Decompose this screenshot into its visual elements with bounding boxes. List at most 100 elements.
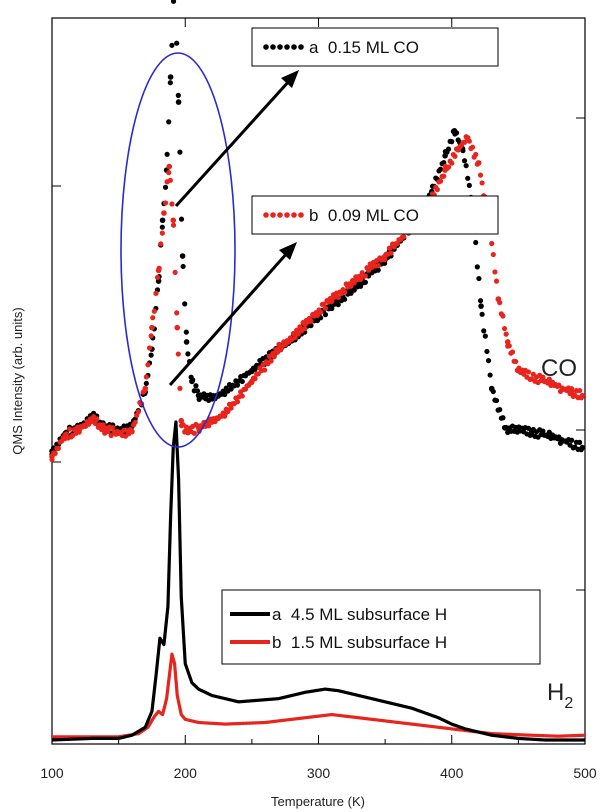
dot-co_a [473, 239, 479, 246]
dot-co_b [156, 265, 162, 271]
dot-co_a [169, 42, 175, 48]
dot-co_a [308, 322, 314, 329]
dot-co_a [490, 388, 496, 395]
dot-co_b [308, 318, 314, 324]
dot-co_a [194, 388, 201, 394]
peak-highlight-ellipse [120, 52, 236, 448]
dot-co_b [351, 280, 357, 286]
dot-co_b [501, 325, 508, 332]
dot-co_b [174, 310, 180, 316]
dot-co_b [166, 170, 172, 176]
dot-co_b [255, 371, 261, 377]
dot-co_b [239, 393, 245, 399]
dot-co_b [105, 428, 111, 434]
point-co_b [166, 163, 173, 170]
dot-co_a [375, 267, 381, 273]
dot-co_a [578, 447, 584, 453]
dot-co_a [185, 351, 191, 357]
h2-curve-label-main: H [547, 679, 564, 706]
dot-co_b [434, 186, 440, 193]
dot-co_a [193, 383, 199, 389]
dot-co_a [466, 182, 472, 189]
dot-co_b [167, 177, 173, 183]
dot-co_a [449, 139, 455, 145]
dot-co_b [262, 367, 268, 373]
arrow-to-legend-b [168, 242, 297, 386]
dot-co_a [234, 382, 241, 388]
dot-co_b [249, 379, 255, 385]
dot-co_a [476, 275, 482, 282]
dot-co_b [506, 343, 512, 349]
dot-co_b [500, 313, 506, 319]
dot-co_a [525, 425, 532, 431]
dot-co_b [493, 278, 500, 284]
dot-co_b [292, 335, 298, 341]
arrow-to-legend-a [174, 70, 299, 208]
dot-co_a [461, 158, 468, 164]
dot-co_a [477, 298, 484, 304]
dot-co_b [94, 416, 100, 422]
dot-co_b [477, 172, 484, 178]
dot-co_b [108, 432, 114, 439]
dot-co_a [577, 439, 583, 445]
dot-co_a [329, 305, 335, 312]
dot-co_b [191, 430, 197, 436]
dot-co_b [98, 426, 105, 433]
dot-co_b [577, 387, 583, 394]
dot-co_b [335, 294, 341, 301]
dot-co_a [485, 358, 492, 364]
dot-co_b [148, 333, 154, 339]
dot-co_a [484, 348, 490, 355]
dot-co_b [401, 234, 407, 240]
dot-co_a [348, 290, 354, 296]
dot-co_b [172, 269, 178, 275]
dot-co_a [453, 130, 460, 136]
dot-co_a [174, 40, 180, 46]
dot-co_b [546, 376, 552, 382]
dot-co_b [476, 160, 482, 166]
dot-co_b [525, 369, 532, 375]
dot-co_a [222, 391, 228, 398]
dot-co_b [322, 305, 329, 311]
dot-co_b [228, 405, 234, 411]
dot-co_b [55, 445, 62, 452]
dot-co_b [206, 423, 212, 429]
dot-co_b [143, 374, 149, 380]
x-tick-label: 500 [573, 765, 597, 781]
dot-co_b [158, 241, 164, 247]
dot-co_a [479, 311, 485, 317]
dot-co_b [375, 263, 381, 269]
dot-co_b [268, 358, 274, 364]
dot-co_a [159, 224, 165, 230]
dot-co_b [175, 351, 181, 357]
dot-co_b [461, 139, 468, 145]
dot-co_a [167, 80, 173, 86]
dot-co_b [295, 331, 301, 337]
dot-co_b [159, 230, 165, 236]
dot-co_a [465, 175, 471, 181]
dot-co_b [49, 457, 55, 463]
x-tick-label: 200 [174, 765, 198, 781]
point-co_b [178, 417, 185, 424]
x-tick-label: 100 [40, 765, 64, 781]
dot-co_b [161, 210, 167, 216]
x-tick-label: 400 [440, 765, 464, 781]
dot-co_b [445, 164, 452, 170]
dot-co_b [151, 308, 157, 314]
dot-co_b [271, 354, 277, 360]
dot-co_b [145, 362, 151, 368]
dot-co_b [169, 201, 175, 207]
point-co_a [183, 339, 190, 345]
point-co_a [175, 99, 182, 105]
legend-co-a-marker [263, 44, 304, 50]
legend-co-b-label: b 0.09 ML CO [309, 206, 419, 225]
dot-co_b [66, 426, 73, 432]
dot-co_b [252, 376, 258, 382]
dot-co_b [489, 240, 495, 247]
dot-co_a [497, 407, 503, 413]
dot-co_a [358, 283, 364, 289]
dot-co_b [314, 312, 321, 318]
point-co_a [159, 217, 166, 224]
dot-co_b [342, 289, 348, 295]
